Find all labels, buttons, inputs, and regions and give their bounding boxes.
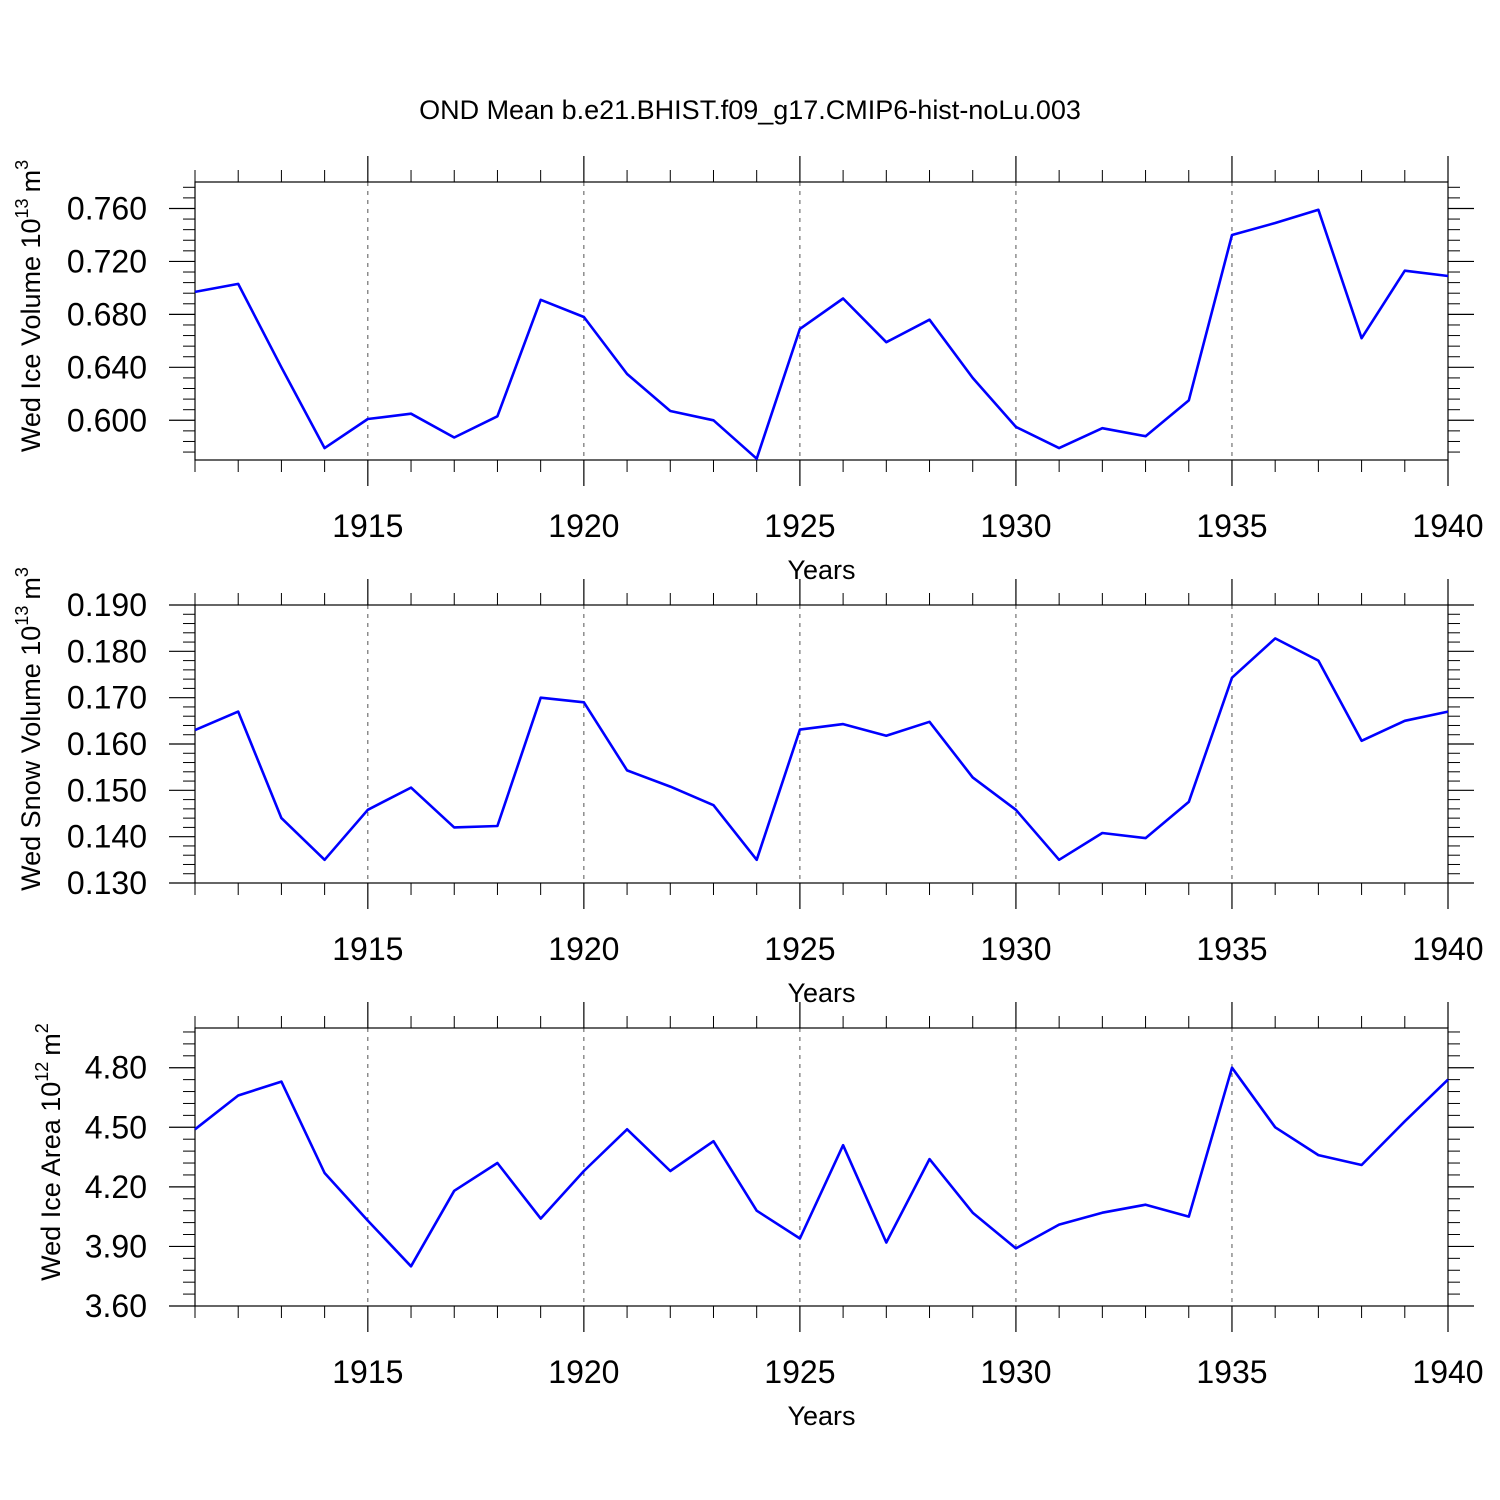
plot-frame — [194, 181, 1449, 461]
x-axis-label: Years — [787, 555, 855, 585]
y-axis-label-unit: m — [16, 577, 46, 600]
x-tick-label: 1925 — [764, 508, 835, 544]
x-tick-label: 1920 — [548, 931, 619, 967]
y-axis-label-text: Wed Ice Volume 10 — [16, 218, 46, 452]
y-axis-label-exponent: 12 — [32, 1062, 52, 1082]
series-line — [194, 637, 1449, 862]
y-axis-label-unit: m — [36, 1033, 66, 1056]
y-tick-label: 0.180 — [67, 633, 147, 669]
x-tick-label: 1930 — [980, 931, 1051, 967]
y-tick-label: 3.90 — [85, 1228, 147, 1264]
y-axis-label: Wed Ice Area 1012 m2 — [32, 1023, 66, 1281]
x-tick-label: 1940 — [1412, 1354, 1483, 1390]
y-tick-label: 4.20 — [85, 1169, 147, 1205]
y-tick-label: 3.60 — [85, 1288, 147, 1324]
y-tick-label: 0.600 — [67, 402, 147, 438]
y-axis-label-text: Wed Ice Area 10 — [36, 1082, 66, 1281]
y-axis-label-unit-exponent: 3 — [12, 160, 32, 170]
y-axis-label-exponent: 13 — [12, 606, 32, 626]
y-tick-label: 4.50 — [85, 1109, 147, 1145]
x-axis-label: Years — [787, 978, 855, 1008]
x-tick-label: 1915 — [332, 931, 403, 967]
y-axis-label-text: Wed Snow Volume 10 — [16, 626, 46, 891]
y-tick-label: 0.680 — [67, 296, 147, 332]
x-tick-label: 1920 — [548, 508, 619, 544]
y-tick-label: 0.190 — [67, 587, 147, 623]
y-tick-label: 0.160 — [67, 726, 147, 762]
series-line — [194, 1066, 1449, 1268]
x-tick-label: 1930 — [980, 1354, 1051, 1390]
y-axis-label: Wed Snow Volume 1013 m3 — [12, 567, 46, 891]
y-axis-label-unit: m — [16, 170, 46, 193]
x-tick-label: 1930 — [980, 508, 1051, 544]
y-tick-label: 0.140 — [67, 819, 147, 855]
x-tick-label: 1935 — [1196, 1354, 1267, 1390]
x-tick-label: 1915 — [332, 508, 403, 544]
panel-wed-ice-area: 1915 1920 1925 1930 1935 1940 3.60 3.90 4.20 4.50… — [32, 1002, 1484, 1431]
y-axis-label-exponent: 13 — [12, 198, 32, 218]
x-tick-label: 1940 — [1412, 508, 1483, 544]
x-tick-label: 1920 — [548, 1354, 619, 1390]
x-tick-label: 1925 — [764, 931, 835, 967]
y-axis-label-unit-exponent: 3 — [12, 567, 32, 577]
y-tick-label: 0.150 — [67, 772, 147, 808]
x-tick-label: 1940 — [1412, 931, 1483, 967]
y-tick-label: 0.760 — [67, 190, 147, 226]
panel-wed-snow-volume: 1915 1920 1925 1930 1935 1940 0.130 0.140 0.150 0… — [12, 567, 1484, 1008]
y-axis-label: Wed Ice Volume 1013 m3 — [12, 160, 46, 452]
y-tick-label: 4.80 — [85, 1050, 147, 1086]
y-tick-label: 0.720 — [67, 243, 147, 279]
panel-wed-ice-volume: 1915 1920 1925 1930 1935 1940 0.600 0.640 0.680 0… — [12, 156, 1484, 585]
figure-title: OND Mean b.e21.BHIST.f09_g17.CMIP6-hist-… — [419, 95, 1081, 125]
x-axis-label: Years — [787, 1401, 855, 1431]
x-tick-label: 1935 — [1196, 508, 1267, 544]
y-axis-label-unit-exponent: 2 — [32, 1023, 52, 1033]
x-tick-label: 1925 — [764, 1354, 835, 1390]
y-tick-label: 0.640 — [67, 349, 147, 385]
y-tick-label: 0.170 — [67, 680, 147, 716]
x-tick-label: 1915 — [332, 1354, 403, 1390]
x-tick-label: 1935 — [1196, 931, 1267, 967]
series-line — [194, 208, 1449, 461]
plot-frame — [194, 1027, 1449, 1307]
y-tick-label: 0.130 — [67, 865, 147, 901]
